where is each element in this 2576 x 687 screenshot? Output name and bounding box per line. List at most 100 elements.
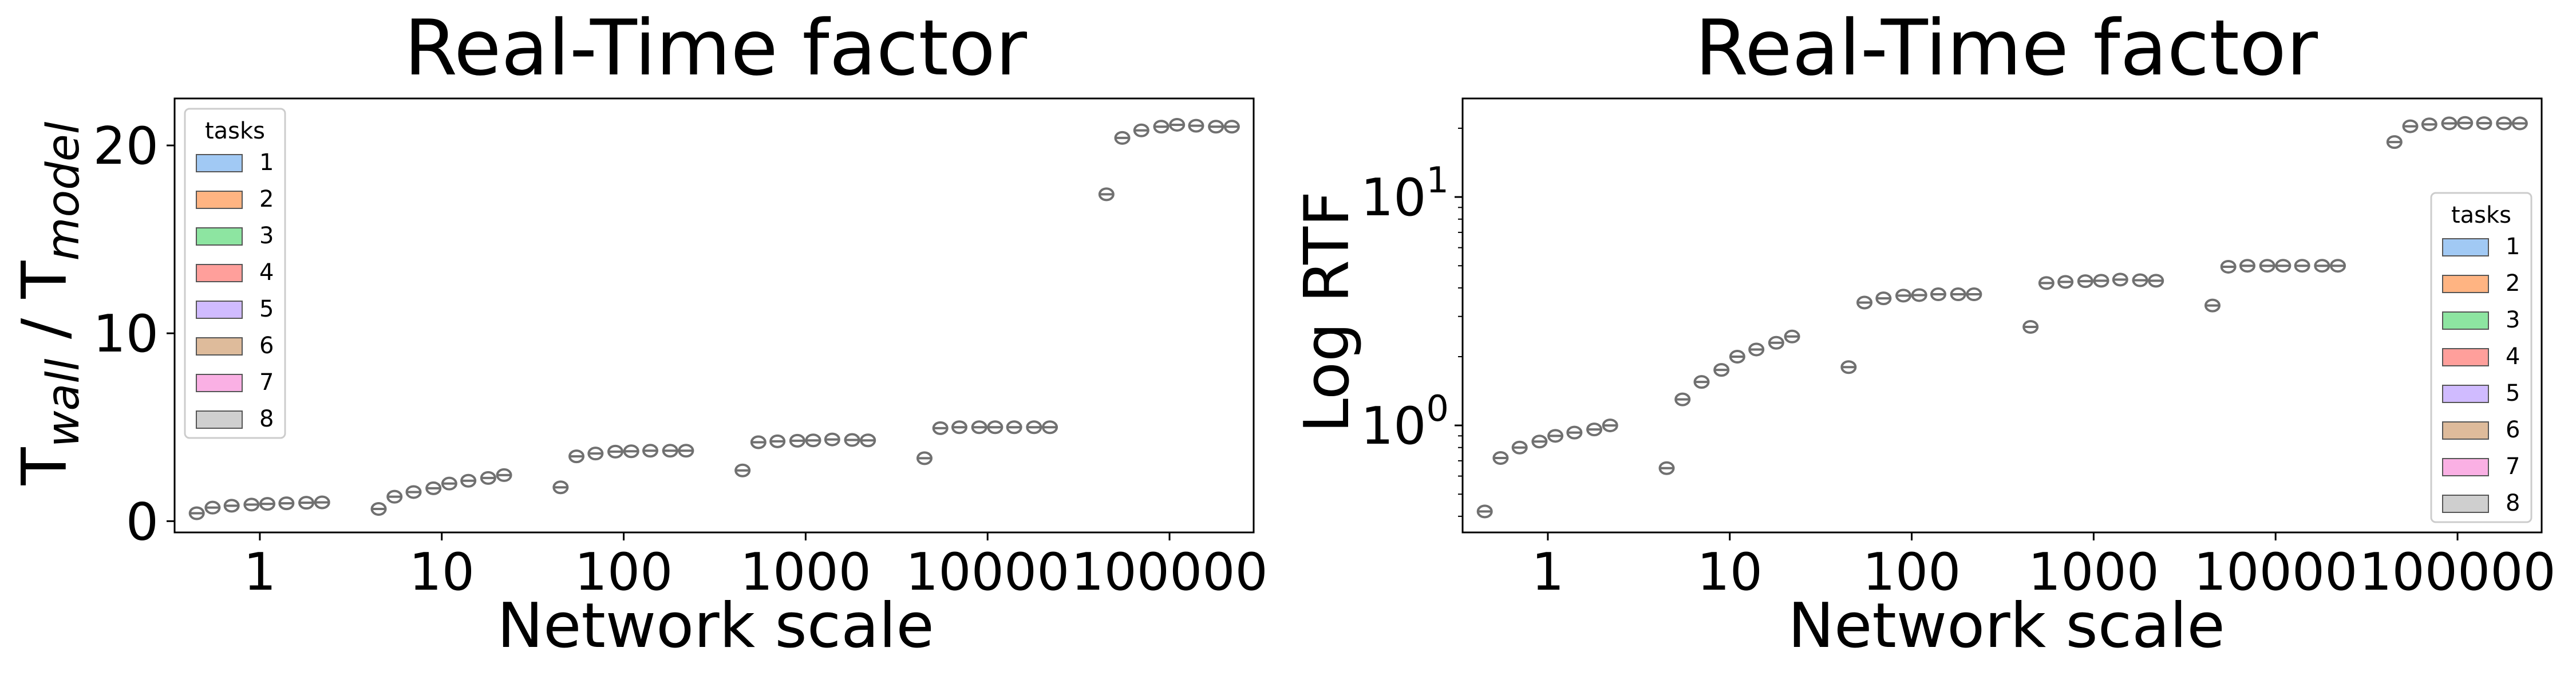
left-x-ticks: 1 10 100 1000 10000 100000 <box>243 532 1268 602</box>
left-box-mark <box>460 473 477 488</box>
left-legend-patch <box>196 301 243 319</box>
right-box-mark <box>2038 276 2055 290</box>
left-y-label-sep: / <box>9 298 81 358</box>
right-legend-title: tasks <box>2451 202 2511 228</box>
left-box-mark <box>844 433 860 447</box>
right-box-mark <box>2132 273 2148 287</box>
left-box-mark <box>971 420 987 435</box>
right-x-tick-label: 10 <box>1697 542 1763 602</box>
right-box-mark <box>1693 375 1710 389</box>
left-y-tick-label: 0 <box>126 492 159 552</box>
right-legend-patch <box>2442 385 2489 403</box>
right-box-mark <box>2275 259 2291 273</box>
right-box-mark <box>1531 435 1548 449</box>
right-y-ticks: 100 101 <box>1361 127 1463 517</box>
left-y-tick-label: 20 <box>93 116 159 176</box>
right-box-mark <box>1748 342 1765 357</box>
right-box-mark <box>1895 289 1912 303</box>
right-x-tick-label: 1000 <box>2028 542 2159 602</box>
right-box-mark <box>2476 116 2492 131</box>
left-box-mark <box>805 433 821 448</box>
left-legend-label: 6 <box>259 333 274 359</box>
right-legend-label: 3 <box>2506 307 2520 333</box>
left-x-tick-label: 10 <box>409 542 475 602</box>
left-x-tick-label: 1000 <box>740 542 871 602</box>
left-box-mark <box>824 432 840 447</box>
right-box-mark <box>2402 119 2419 133</box>
left-box-mark <box>298 496 315 510</box>
right-legend-label: 8 <box>2506 490 2520 516</box>
right-box-mark <box>2093 274 2109 288</box>
left-box-mark <box>480 471 496 485</box>
left-box-mark <box>860 433 876 448</box>
right-legend-label: 6 <box>2506 417 2520 443</box>
right-box-mark <box>2259 259 2275 273</box>
right-legend-patch <box>2442 458 2489 476</box>
left-legend: tasks 1 2 3 4 5 6 7 8 <box>184 108 286 439</box>
left-box-mark <box>386 489 403 504</box>
right-box-mark <box>2441 116 2458 131</box>
left-x-tick-label: 100000 <box>1071 542 1268 602</box>
right-plot-area <box>1461 97 2543 534</box>
left-legend-patch <box>196 374 243 392</box>
left-box-mark <box>188 506 205 520</box>
right-box-mark <box>2294 259 2310 273</box>
left-x-axis-label: Network scale <box>497 590 934 662</box>
left-box-mark <box>1026 420 1042 435</box>
right-box-mark <box>1476 504 1493 519</box>
right-box-mark <box>1713 363 1730 377</box>
left-box-mark <box>1098 187 1115 202</box>
right-y-tick-label: 101 <box>1361 159 1449 228</box>
right-box-mark <box>2511 116 2528 131</box>
left-box-mark <box>1188 119 1204 133</box>
left-box-mark <box>278 496 295 511</box>
left-box-mark <box>243 498 260 512</box>
right-box-mark <box>2112 273 2128 287</box>
left-legend-label: 2 <box>259 186 274 212</box>
left-box-mark <box>769 434 786 448</box>
right-legend-label: 7 <box>2506 453 2520 480</box>
left-box-mark <box>441 476 457 491</box>
right-x-tick-label: 100 <box>1863 542 1961 602</box>
right-chart-title: Real-Time factor <box>1695 3 2318 93</box>
left-plot-area <box>173 97 1255 534</box>
left-y-label-sub2: model <box>38 121 89 260</box>
left-legend-patch <box>196 154 243 172</box>
left-legend-label: 3 <box>259 223 274 249</box>
right-box-mark <box>2421 117 2437 132</box>
left-legend-patch <box>196 337 243 356</box>
left-box-mark <box>642 444 659 458</box>
left-box-mark <box>1042 420 1058 435</box>
left-box-mark <box>314 495 330 510</box>
right-box-mark <box>1511 440 1528 455</box>
left-box-mark <box>662 444 678 458</box>
right-box-mark <box>2386 135 2403 149</box>
left-box-mark <box>223 499 240 513</box>
right-box-mark <box>1602 418 1618 433</box>
left-data-marks <box>188 117 1240 520</box>
left-y-axis-label: Twall / Tmodel <box>9 121 89 485</box>
left-box-mark <box>789 433 805 448</box>
left-box-mark <box>1169 117 1186 132</box>
left-box-mark <box>568 449 585 464</box>
right-x-axis-label: Network scale <box>1788 590 2225 662</box>
right-box-mark <box>2457 116 2474 130</box>
left-legend-label: 1 <box>259 149 274 176</box>
right-box-mark <box>1911 288 1927 302</box>
right-box-mark <box>1950 287 1966 302</box>
left-box-mark <box>587 447 604 461</box>
left-box-mark <box>259 497 276 511</box>
right-box-mark <box>2057 275 2074 289</box>
right-box-mark <box>1930 287 1947 302</box>
left-box-mark <box>204 500 221 515</box>
left-legend-label: 4 <box>259 259 274 286</box>
left-legend-title: tasks <box>205 118 265 144</box>
left-chart: Real-Time factor Network scale Twall / T… <box>9 3 1268 662</box>
left-box-mark <box>932 421 949 435</box>
right-y-tick-label: 100 <box>1361 388 1449 456</box>
left-box-mark <box>678 444 694 458</box>
right-box-mark <box>1840 360 1857 374</box>
right-chart: Real-Time factor Network scale Log RTF 1… <box>1291 3 2556 662</box>
left-box-mark <box>1208 120 1224 134</box>
